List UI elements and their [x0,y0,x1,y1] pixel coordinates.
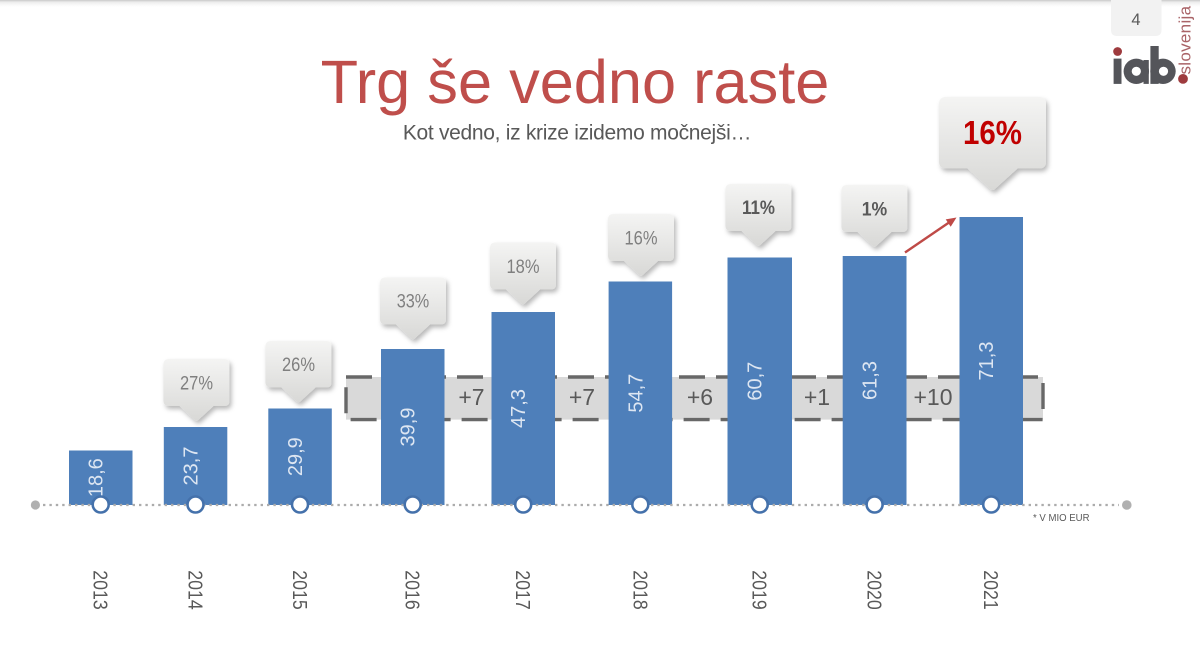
svg-text:16%: 16% [625,228,658,249]
svg-text:Kot vedno, iz krize izidemo mo: Kot vedno, iz krize izidemo močnejši… [403,121,751,144]
svg-text:16%: 16% [963,114,1022,151]
svg-text:2019: 2019 [748,570,770,610]
svg-text:27%: 27% [180,373,213,394]
svg-text:2020: 2020 [863,570,885,610]
svg-text:2015: 2015 [288,570,310,610]
svg-text:33%: 33% [397,292,430,313]
svg-text:+10: +10 [913,384,952,410]
svg-text:4: 4 [1131,11,1140,29]
svg-text:+7: +7 [569,384,595,410]
svg-text:11%: 11% [742,198,775,219]
svg-text:1%: 1% [862,199,888,220]
svg-text:23,7: 23,7 [181,447,203,486]
svg-text:+1: +1 [804,384,830,410]
svg-text:2014: 2014 [184,570,206,610]
svg-text:54,7: 54,7 [625,374,647,413]
svg-text:2013: 2013 [89,570,111,610]
svg-text:47,3: 47,3 [508,389,530,428]
svg-text:26%: 26% [282,355,315,376]
svg-text:+6: +6 [687,384,713,410]
svg-text:60,7: 60,7 [745,362,767,401]
svg-text:18%: 18% [507,257,540,278]
svg-text:29,9: 29,9 [285,437,307,476]
svg-text:71,3: 71,3 [976,342,998,381]
svg-text:61,3: 61,3 [860,361,882,400]
svg-text:+7: +7 [458,384,484,410]
svg-text:2016: 2016 [401,570,423,610]
svg-text:2018: 2018 [628,570,650,610]
svg-text:2021: 2021 [979,570,1001,610]
svg-text:18,6: 18,6 [86,458,108,497]
svg-text:* V MIO EUR: * V MIO EUR [1033,513,1090,524]
svg-text:Trg še vedno raste: Trg še vedno raste [321,48,830,116]
svg-text:2017: 2017 [511,570,533,610]
svg-text:39,9: 39,9 [398,408,420,447]
svg-text:slovenija: slovenija [1176,5,1195,74]
